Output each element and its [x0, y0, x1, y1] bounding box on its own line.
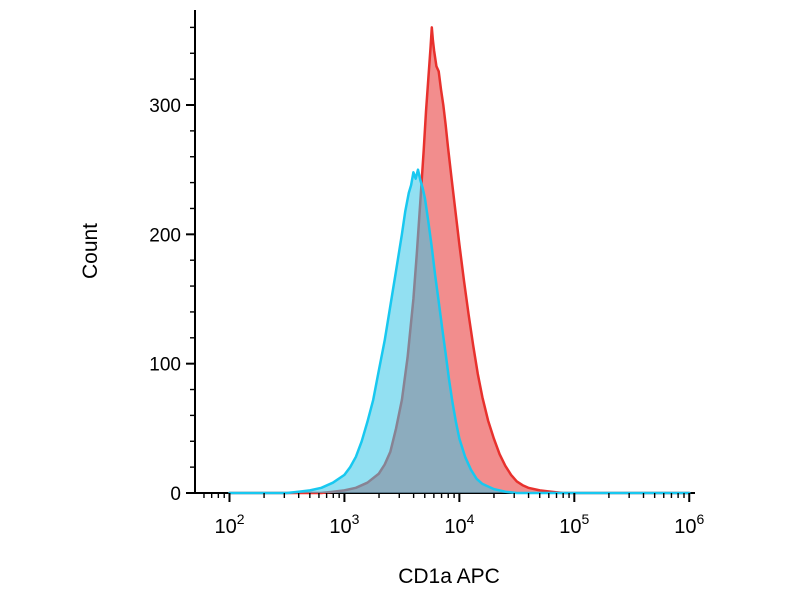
x-axis-ticks: 102 103 104 105 106 [203, 493, 704, 538]
series-cd1a-apc-stained-line [228, 168, 691, 495]
ticks-layer: 102 103 104 105 106 0 100 200 300 [149, 26, 704, 538]
x-tick-label: 106 [674, 511, 704, 538]
y-tick-label: 200 [149, 225, 181, 246]
y-tick-label: 0 [170, 484, 181, 505]
y-axis-label: Count [79, 223, 102, 279]
x-tick-label: 105 [559, 511, 589, 538]
y-tick-label: 100 [149, 355, 181, 376]
x-axis-label: CD1a APC [398, 565, 500, 588]
y-tick-label: 300 [149, 96, 181, 117]
x-tick-label: 102 [214, 511, 244, 538]
series-isotype-control-area [229, 27, 690, 494]
x-tick-label: 104 [444, 511, 474, 538]
series-layer [228, 26, 691, 495]
y-axis-ticks: 0 100 200 300 [149, 26, 195, 505]
x-tick-label: 103 [329, 511, 359, 538]
